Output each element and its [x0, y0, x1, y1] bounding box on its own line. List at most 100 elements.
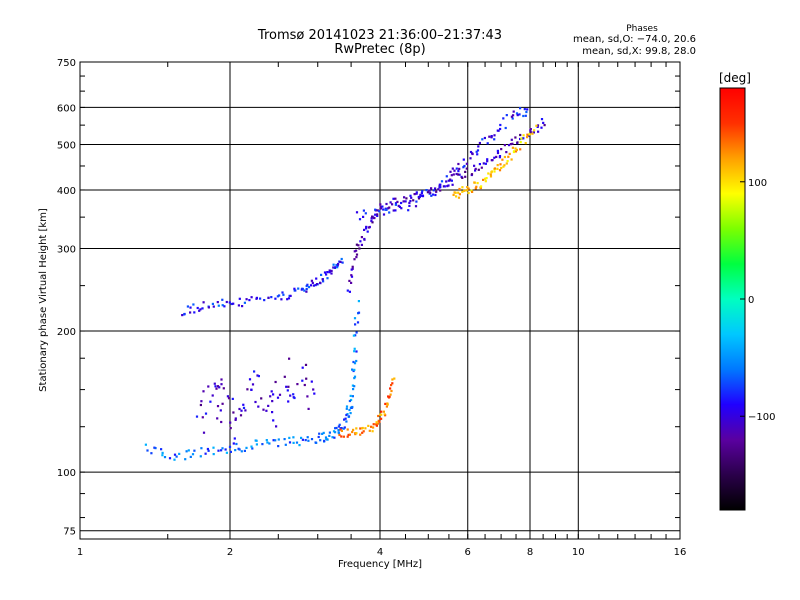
data-point: [474, 169, 477, 172]
data-point: [220, 449, 223, 452]
data-point: [535, 124, 538, 127]
data-point: [481, 138, 484, 141]
data-point: [490, 170, 493, 173]
data-point: [355, 359, 358, 363]
data-point: [161, 454, 164, 457]
data-point: [313, 392, 316, 395]
data-point: [346, 289, 349, 292]
data-point: [245, 446, 248, 449]
data-point: [512, 110, 515, 113]
data-point: [536, 124, 540, 127]
data-point: [379, 207, 383, 210]
data-point: [241, 305, 244, 308]
data-point: [204, 452, 207, 455]
data-point: [493, 138, 496, 141]
data-point: [439, 186, 442, 189]
data-point: [505, 151, 508, 154]
data-point: [189, 306, 192, 309]
data-point: [298, 444, 301, 447]
data-point: [483, 136, 486, 140]
data-point: [317, 435, 320, 439]
data-point: [394, 203, 397, 206]
data-point: [272, 439, 275, 442]
colorbar-label: [deg]: [719, 71, 751, 85]
data-point: [434, 187, 437, 190]
data-point: [353, 250, 356, 253]
data-point: [305, 377, 308, 380]
data-point: [265, 439, 268, 442]
data-point: [520, 137, 523, 140]
chart-subtitle: RwPretec (8p): [334, 42, 425, 57]
data-point: [364, 212, 367, 215]
data-point: [359, 433, 362, 436]
data-point: [457, 170, 460, 173]
data-point: [471, 152, 474, 156]
data-point: [361, 431, 364, 434]
data-point: [354, 334, 357, 337]
data-point: [306, 283, 309, 286]
data-point: [286, 389, 289, 392]
data-point: [366, 230, 369, 233]
x-tick-label: 10: [572, 547, 585, 558]
data-point: [518, 113, 521, 116]
data-point: [507, 155, 510, 158]
data-point: [338, 433, 341, 437]
data-point: [303, 289, 306, 292]
data-point: [248, 378, 252, 381]
data-point: [465, 167, 468, 170]
data-point: [384, 402, 387, 405]
data-point: [519, 148, 522, 151]
data-point: [382, 213, 386, 216]
data-point: [306, 395, 309, 398]
data-point: [348, 399, 351, 403]
data-point: [342, 427, 345, 430]
data-point: [328, 434, 331, 437]
data-point: [201, 416, 204, 419]
data-point: [311, 281, 314, 284]
data-point: [522, 137, 525, 140]
data-point: [212, 446, 215, 449]
data-point: [296, 383, 299, 386]
data-point: [499, 163, 502, 166]
data-point: [503, 144, 506, 147]
data-point: [353, 317, 357, 320]
data-point: [192, 303, 195, 306]
data-point: [365, 226, 368, 229]
data-point: [220, 420, 223, 424]
data-point: [221, 402, 224, 405]
data-point: [381, 205, 384, 208]
data-point: [353, 368, 356, 371]
data-point: [526, 108, 529, 111]
x-tick-label: 2: [227, 547, 233, 558]
data-point: [315, 283, 319, 286]
data-point: [262, 408, 265, 411]
data-point: [445, 180, 448, 183]
data-point: [350, 275, 354, 278]
data-point: [514, 136, 517, 139]
data-point: [358, 218, 362, 221]
data-point: [312, 284, 315, 287]
data-point: [202, 301, 205, 304]
data-point: [474, 167, 477, 170]
data-point: [339, 428, 342, 431]
colorbar-tick-label: −100: [748, 412, 775, 423]
data-point: [272, 419, 275, 422]
data-point: [323, 439, 326, 442]
data-point: [259, 297, 262, 300]
data-point: [465, 162, 468, 165]
data-point: [466, 189, 469, 192]
data-point: [457, 196, 461, 199]
data-point: [328, 271, 331, 274]
data-point: [378, 420, 381, 423]
data-point: [403, 196, 406, 199]
data-point: [239, 414, 243, 417]
data-point: [380, 410, 383, 413]
data-point: [217, 449, 220, 452]
data-point: [232, 302, 235, 305]
data-point: [326, 438, 329, 441]
data-point: [392, 209, 395, 212]
data-point: [189, 455, 192, 458]
data-point: [516, 114, 519, 117]
data-point: [498, 156, 501, 159]
